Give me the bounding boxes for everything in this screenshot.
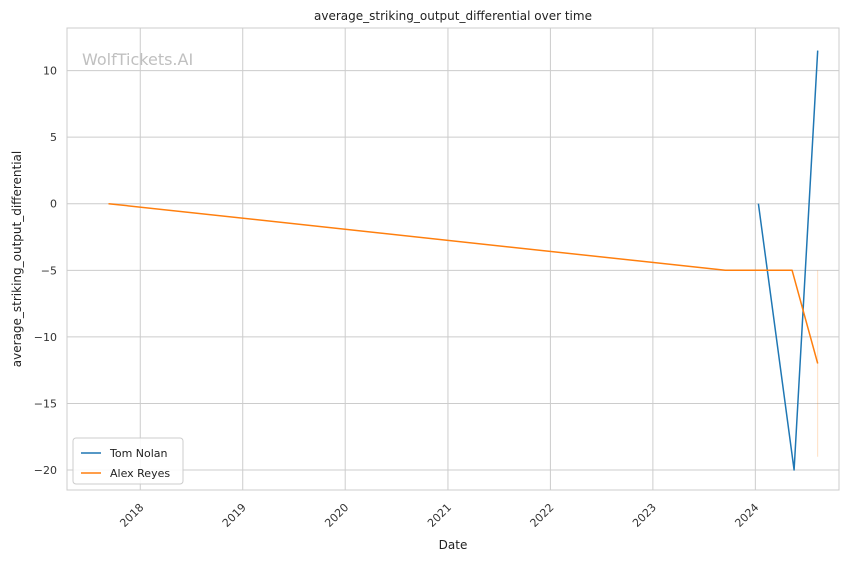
x-tick-labels: 2018 2019 2020 2021 2022 2023 2024 (117, 501, 761, 530)
series-line-alex-reyes (108, 202, 819, 364)
x-gridlines (139, 28, 756, 490)
series-lines (108, 50, 819, 471)
plot-background (67, 28, 839, 490)
x-tick-label: 2018 (117, 501, 146, 530)
x-tick-label: 2024 (732, 501, 761, 530)
y-gridlines (67, 70, 839, 471)
x-tick-label: 2019 (220, 501, 249, 530)
x-tick-label: 2022 (528, 501, 557, 530)
legend-label-tom-nolan: Tom Nolan (109, 447, 168, 460)
x-tick-label: 2023 (630, 501, 659, 530)
y-tick-label: −5 (41, 264, 57, 277)
y-tick-label: 0 (50, 198, 57, 211)
x-tick-label: 2021 (425, 501, 454, 530)
y-tick-labels: 10 5 0 −5 −10 −15 −20 (34, 65, 57, 477)
y-tick-label: −20 (34, 464, 57, 477)
chart-title: average_striking_output_differential ove… (314, 9, 592, 23)
x-tick-label: 2020 (322, 501, 351, 530)
legend-label-alex-reyes: Alex Reyes (110, 467, 170, 480)
y-tick-label: −15 (34, 397, 57, 410)
watermark-text: WolfTickets.AI (82, 50, 193, 69)
plot-frame (66, 27, 840, 491)
y-axis-title: average_striking_output_differential (10, 151, 24, 367)
y-tick-label: 5 (50, 131, 57, 144)
legend: Tom Nolan Alex Reyes (72, 437, 184, 485)
x-axis-title: Date (439, 538, 468, 552)
y-tick-label: −10 (34, 331, 57, 344)
y-tick-label: 10 (43, 65, 57, 78)
series-line-tom-nolan (757, 50, 819, 471)
